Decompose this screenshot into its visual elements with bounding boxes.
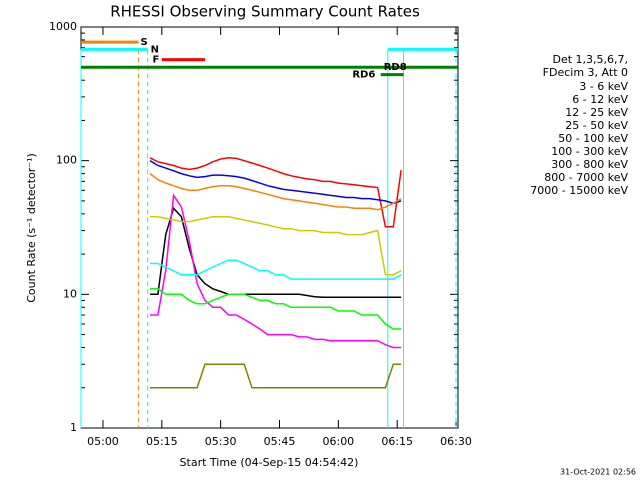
- series-line: [150, 288, 402, 330]
- y-tick-label: 1000: [49, 20, 77, 33]
- x-tick-label: 06:00: [322, 435, 354, 448]
- series-line: [150, 193, 402, 349]
- series-line: [149, 160, 402, 205]
- legend-entry: 50 - 100 keV: [558, 132, 628, 145]
- series-line: [150, 363, 402, 389]
- flag-label: F: [153, 55, 160, 66]
- flag-label: RD6: [352, 70, 375, 81]
- series-line: [150, 259, 402, 280]
- plot-frame: [80, 26, 459, 429]
- series-line: [149, 157, 402, 228]
- legend-entry: 25 - 50 keV: [565, 119, 628, 132]
- legend-entry: 12 - 25 keV: [565, 106, 628, 119]
- legend-entry: 3 - 6 keV: [579, 80, 628, 93]
- x-tick-label: 05:45: [264, 435, 296, 448]
- legend-entry: 7000 - 15000 keV: [530, 184, 628, 197]
- x-axis-label: Start Time (04-Sep-15 04:54:42): [180, 456, 359, 469]
- y-axis-label: Count Rate (s⁻¹ detector⁻¹): [25, 153, 38, 303]
- flag-label: N: [151, 44, 159, 55]
- series-line: [150, 216, 402, 276]
- legend-header: Det 1,3,5,6,7,: [552, 53, 628, 66]
- x-tick-label: 06:15: [381, 435, 413, 448]
- legend-header: FDecim 3, Att 0: [543, 66, 628, 79]
- x-tick-label: 06:30: [440, 435, 472, 448]
- legend-entry: 6 - 12 keV: [572, 93, 628, 106]
- x-tick-label: 05:15: [146, 435, 178, 448]
- legend-entry: 800 - 7000 keV: [544, 171, 628, 184]
- y-tick-label: 100: [56, 154, 77, 167]
- x-tick-label: 05:30: [205, 435, 237, 448]
- legend-entry: 100 - 300 keV: [551, 145, 628, 158]
- footer: 31-Oct-2021 02:56: [560, 468, 636, 477]
- y-tick-label: 1: [70, 421, 77, 434]
- y-tick-label: 10: [63, 287, 77, 300]
- flag-label: RD8: [384, 62, 407, 73]
- flag-label: S: [141, 37, 148, 48]
- legend-entry: 300 - 800 keV: [551, 158, 628, 171]
- chart-title: RHESSI Observing Summary Count Rates: [110, 3, 420, 21]
- x-tick-label: 05:00: [87, 435, 119, 448]
- series-line: [149, 173, 402, 211]
